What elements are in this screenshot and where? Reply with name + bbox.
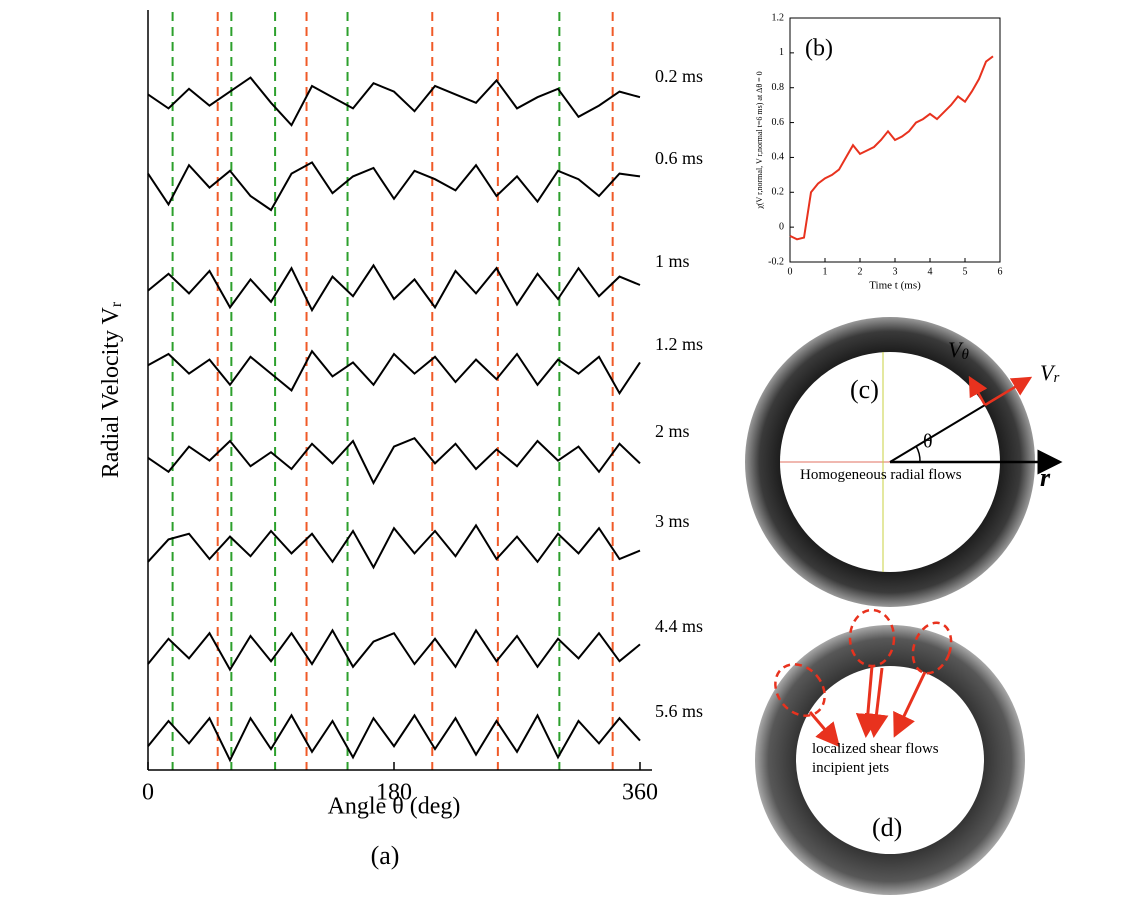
note: localized shear flows incipient jets <box>812 741 939 776</box>
trace <box>147 523 641 570</box>
x-tick-label: 180 <box>376 780 412 806</box>
r-label: r <box>1040 463 1051 492</box>
vr-text: V <box>1040 360 1056 385</box>
y-tick-label: 0 <box>779 221 784 232</box>
y-axis-label-sub: r <box>108 301 125 307</box>
x-tick-label: 2 <box>858 266 863 277</box>
x-tick-label: 6 <box>998 266 1003 277</box>
ring-hole <box>796 666 984 854</box>
y-axis-label: Radial Velocity Vr <box>98 301 125 478</box>
vr-label: Vr <box>1040 360 1059 386</box>
x-tick-label: 0 <box>142 780 154 806</box>
trace-label: 3 ms <box>655 511 690 531</box>
trace <box>147 349 641 396</box>
panel-label: (c) <box>850 375 879 404</box>
panel-c: (c) Vθ Vr θ r Homogeneous radial flows <box>745 317 1063 607</box>
trace <box>147 76 641 127</box>
note-box: localized shear flows incipient jets <box>812 741 939 776</box>
vtheta-text: V <box>948 337 964 362</box>
panel-label: (b) <box>805 36 833 62</box>
trace <box>147 263 641 313</box>
trace-label: 2 ms <box>655 421 690 441</box>
radius <box>889 404 986 463</box>
trace-label: 0.2 ms <box>655 66 703 86</box>
series-line <box>789 55 994 241</box>
trace-label: 5.6 ms <box>655 701 703 721</box>
vtheta-arrow <box>968 375 988 406</box>
trace-label: 0.6 ms <box>655 148 703 168</box>
y-tick-label: 1.2 <box>772 12 785 23</box>
y-axis-label-text: Radial Velocity V <box>98 306 124 478</box>
vtheta-sub: θ <box>961 347 969 363</box>
x-tick-label: 4 <box>928 266 933 277</box>
x-tick-label: 1 <box>823 266 828 277</box>
y-tick-label: 1 <box>779 47 784 58</box>
trace-label: 4.4 ms <box>655 616 703 636</box>
y-tick-label: 0.8 <box>772 82 785 93</box>
trace <box>147 713 641 763</box>
vr-sub: r <box>1053 370 1059 386</box>
panel-d: localized shear flows incipient jets (d) <box>755 608 1025 895</box>
pointer-arrows <box>808 665 927 748</box>
x-axis-label: Angle θ (deg) <box>328 794 461 820</box>
trace-label: 1.2 ms <box>655 334 703 354</box>
trace <box>147 628 641 672</box>
y-tick-label: -0.2 <box>768 256 784 267</box>
y-tick-label: 0.6 <box>772 117 785 128</box>
note-box: Homogeneous radial flows <box>800 467 962 483</box>
x-tick-label: 360 <box>622 780 658 806</box>
angle-arc <box>915 445 921 463</box>
note: Homogeneous radial flows <box>800 467 962 483</box>
theta-label: θ <box>923 431 933 453</box>
trace <box>147 436 641 486</box>
y-tick-label: 0.4 <box>772 152 785 163</box>
y-axis-label: χ(V r,normal, V r,normal t=6 ms) at Δθ =… <box>755 71 764 209</box>
trace <box>147 161 641 212</box>
x-tick-label: 3 <box>893 266 898 277</box>
vtheta-label: Vθ <box>948 337 969 363</box>
trace-label: 1 ms <box>655 251 690 271</box>
y-tick-label: 0.2 <box>772 187 785 198</box>
panel-label: (a) <box>371 841 400 870</box>
x-tick-label: 0 <box>788 266 793 277</box>
x-axis-label: Time t (ms) <box>869 280 921 292</box>
x-tick-label: 5 <box>963 266 968 277</box>
vr-arrow <box>984 376 1033 407</box>
panel-label: (d) <box>872 813 902 842</box>
